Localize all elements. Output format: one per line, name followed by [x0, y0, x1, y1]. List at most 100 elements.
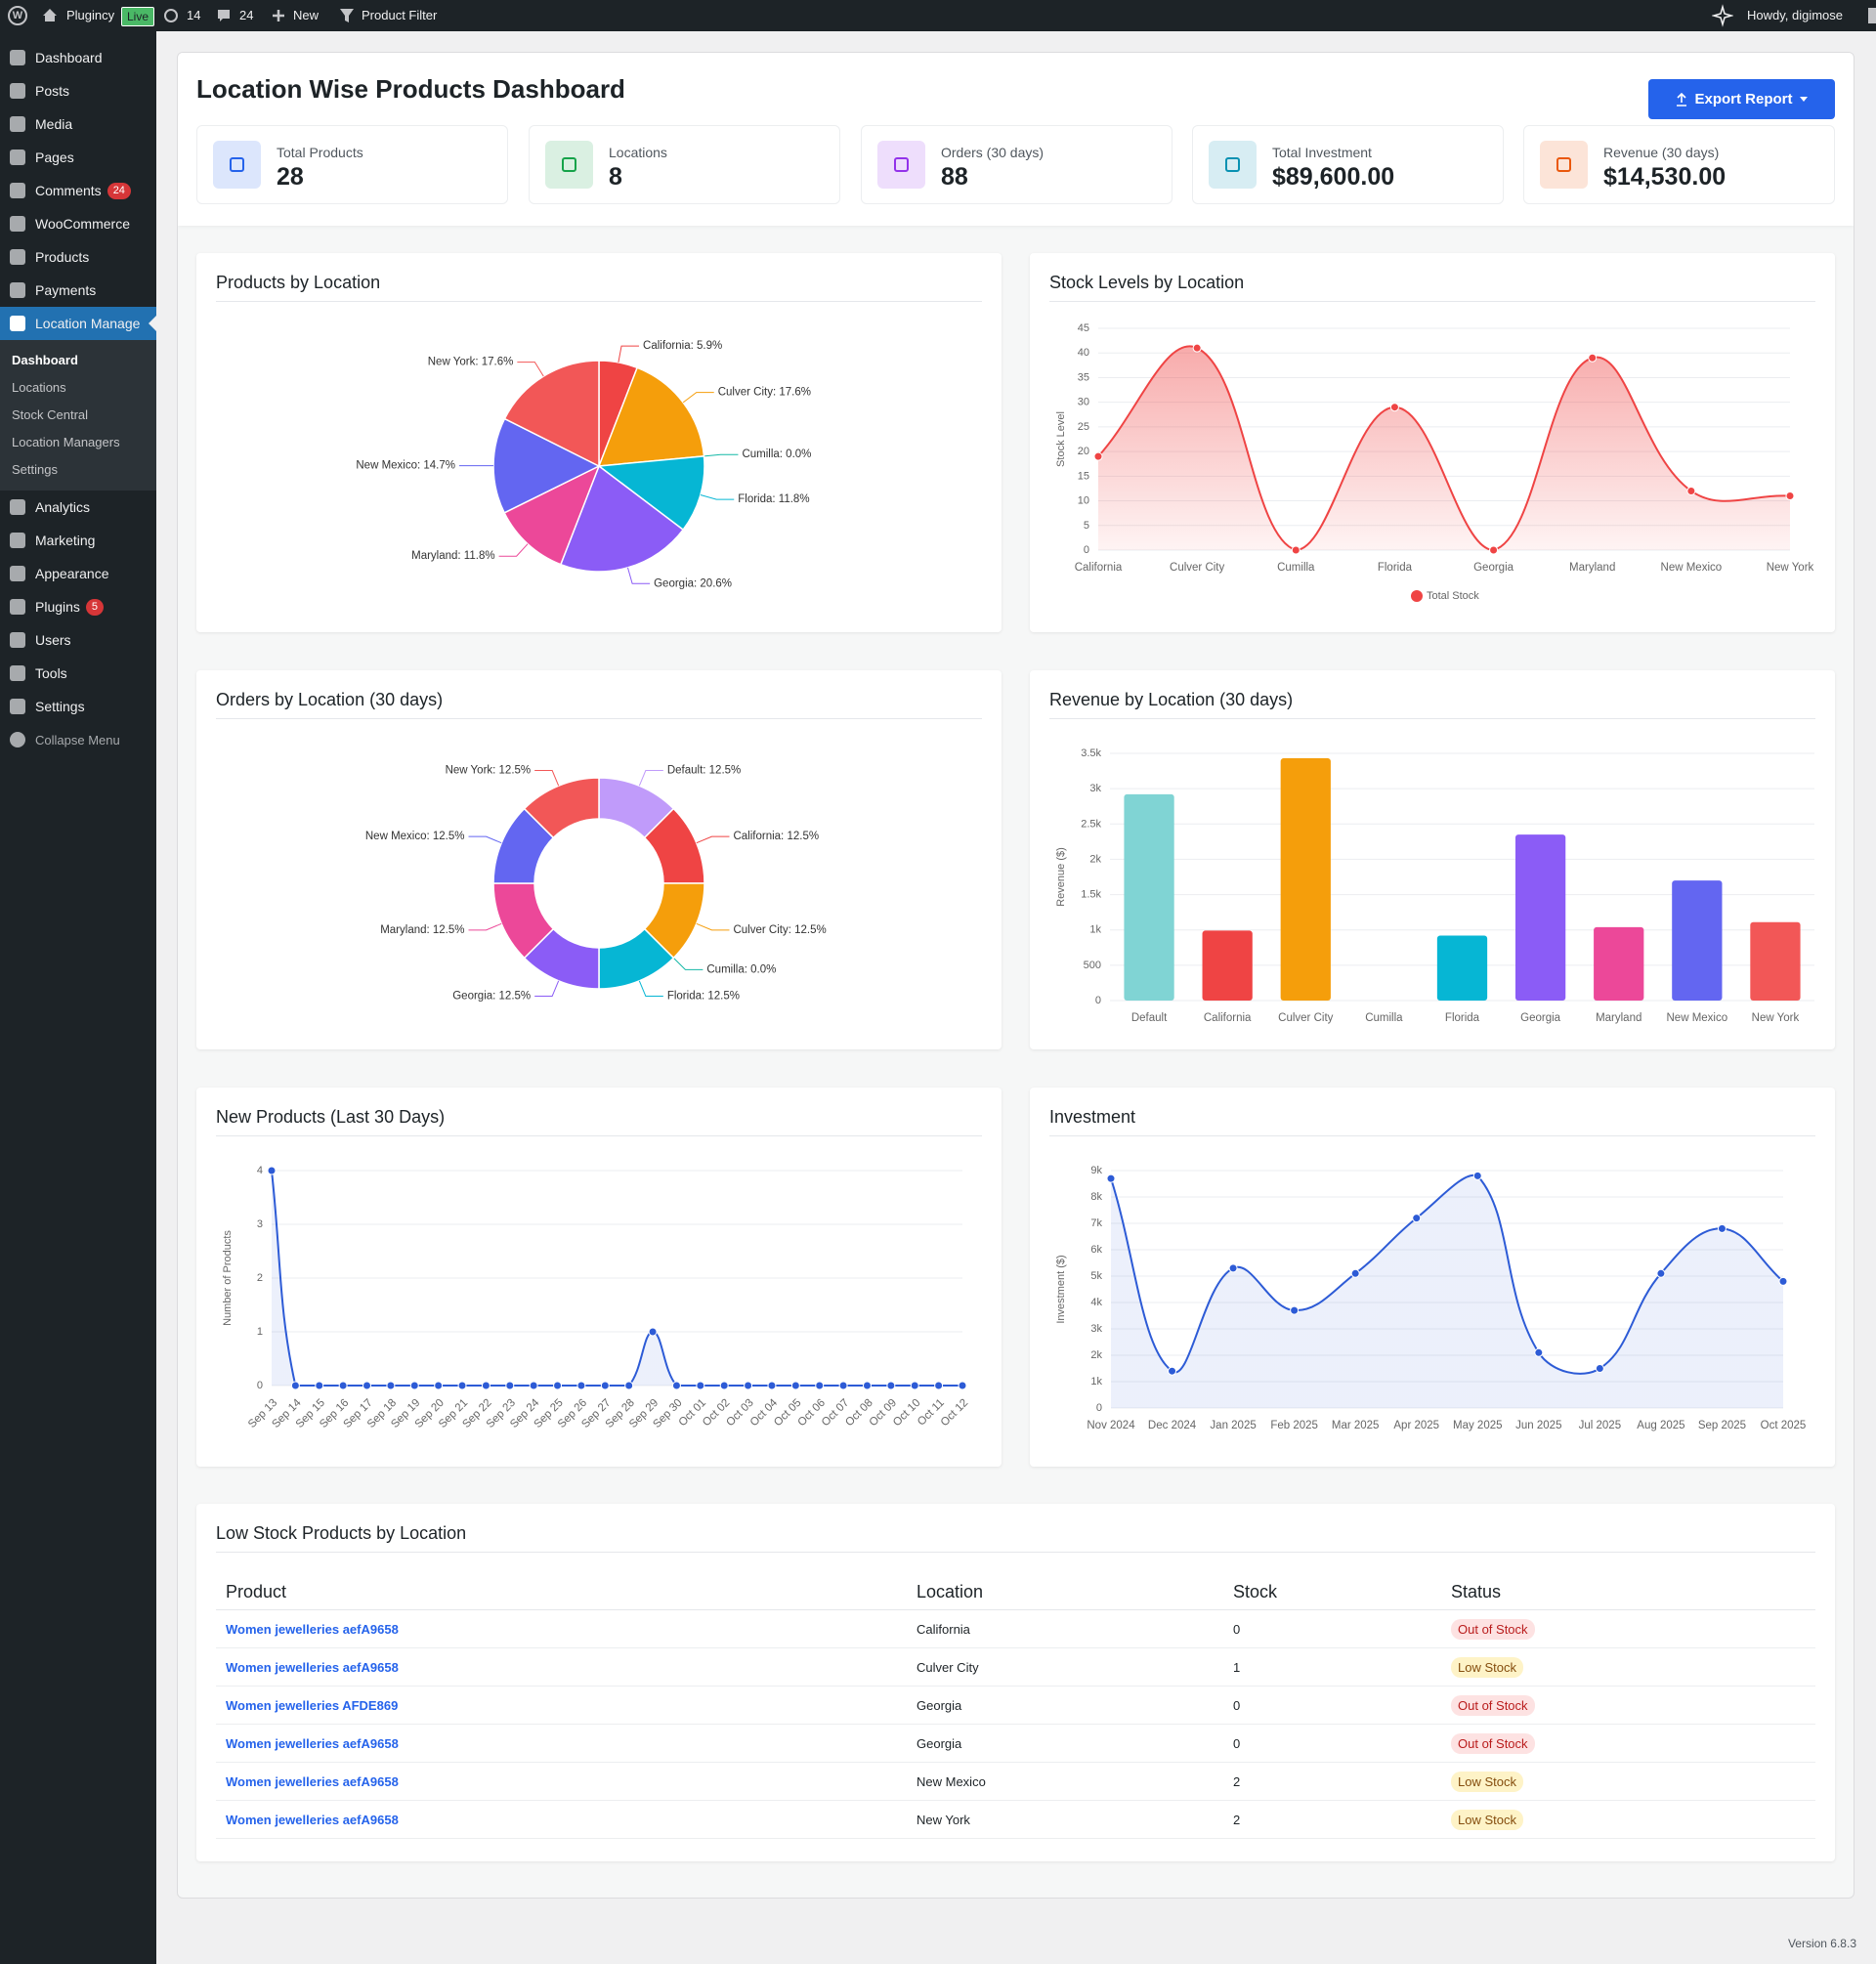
menu-item[interactable]: Location Manage [0, 307, 156, 340]
point [815, 1381, 825, 1390]
submenu-item[interactable]: Dashboard [12, 353, 78, 367]
slice-label: Cumilla: 0.0% [742, 448, 811, 460]
site-name[interactable]: Plugincy [66, 8, 115, 22]
chart-title: Revenue by Location (30 days) [1049, 690, 1294, 709]
menu-item[interactable]: Collapse Menu [0, 723, 156, 756]
column-header: Location [907, 1575, 1223, 1610]
menu-label: Payments [35, 282, 97, 298]
ai-icon[interactable] [1712, 0, 1733, 31]
point [886, 1381, 896, 1390]
comments-count[interactable]: 24 [239, 8, 254, 22]
x-tick-label: Oct 2025 [1761, 1420, 1807, 1431]
product-link[interactable]: Women jewelleries aefA9658 [226, 1773, 399, 1789]
menu-item[interactable]: Comments 24 [0, 174, 156, 207]
menu-item[interactable]: Users [0, 623, 156, 657]
table-body: Women jewelleries aefA9658 California 0 Out… [216, 1609, 1815, 1839]
menu-icon [10, 499, 25, 515]
point [1717, 1223, 1727, 1233]
table-row: Women jewelleries aefA9658 New York 2 Low S… [216, 1800, 1815, 1839]
greeting[interactable]: Howdy, digimose [1747, 8, 1844, 22]
menu-item[interactable]: Payments [0, 274, 156, 307]
home-icon [43, 9, 57, 21]
menu-item[interactable]: Products [0, 240, 156, 274]
menu-icon [10, 183, 25, 198]
x-tick-label: Georgia [1473, 562, 1514, 574]
y-tick-label: 1.5k [1081, 889, 1101, 901]
pie-slice [503, 360, 600, 468]
point [434, 1381, 444, 1390]
avatar [1868, 8, 1876, 23]
x-tick-label: New Mexico [1667, 1012, 1728, 1024]
stat-card: Revenue (30 days) $14,530.00 [1523, 125, 1835, 204]
table-cell: 0 [1223, 1686, 1441, 1725]
wp-logo[interactable]: W [6, 0, 29, 31]
menu-icon [10, 533, 25, 548]
table-cell: New York [907, 1800, 1223, 1839]
menu-item[interactable]: Marketing [0, 524, 156, 557]
x-tick-label: Oct 12 [939, 1397, 970, 1429]
table-cell: Women jewelleries aefA9658 [216, 1762, 907, 1801]
submenu-item[interactable]: Settings [12, 462, 58, 477]
point [1534, 1347, 1544, 1357]
point [838, 1381, 848, 1390]
menu-item[interactable]: Settings [0, 690, 156, 723]
product-link[interactable]: Women jewelleries aefA9658 [226, 1735, 399, 1751]
table-row: Women jewelleries aefA9658 Culver City 1 Lo… [216, 1647, 1815, 1686]
slice-label: California: 5.9% [643, 340, 722, 352]
leader-line [618, 345, 640, 363]
export-button[interactable]: Export Report [1648, 79, 1835, 119]
point [553, 1381, 563, 1390]
menu-icon [10, 599, 25, 615]
glyph [1225, 157, 1240, 172]
leader-line [626, 567, 651, 584]
new-link[interactable]: New [293, 8, 320, 22]
y-tick-label: 2.5k [1081, 818, 1101, 830]
menu-label: Pages [35, 149, 74, 165]
y-axis-label: Stock Level [1055, 411, 1067, 467]
x-tick-label: Cumilla [1365, 1012, 1403, 1024]
menu-item[interactable]: Posts [0, 74, 156, 107]
leader-line [468, 835, 502, 844]
slice-label: Culver City: 12.5% [733, 924, 826, 936]
menu-item[interactable]: Pages [0, 141, 156, 174]
status-badge: Out of Stock [1451, 1694, 1535, 1716]
menu-icon [10, 566, 25, 581]
glyph [562, 157, 576, 172]
glyph [1556, 157, 1571, 172]
chart-card: Investment 0 1k 2k 3k 4k 5k 6k 7k 8k 9k Investment … [1030, 1088, 1835, 1467]
divider [216, 1552, 1815, 1553]
submenu-item[interactable]: Locations [12, 380, 66, 395]
menu-item[interactable]: Media [0, 107, 156, 141]
y-tick-label: 35 [1078, 371, 1089, 383]
point [767, 1381, 777, 1390]
product-link[interactable]: Women jewelleries aefA9658 [226, 1812, 399, 1827]
table-cell: Low Stock [1441, 1647, 1815, 1686]
menu-label: Products [35, 249, 90, 265]
menu-icon [10, 216, 25, 232]
submenu-item[interactable]: Stock Central [12, 407, 89, 422]
product-link[interactable]: Women jewelleries aefA9658 [226, 1621, 399, 1637]
point [505, 1381, 515, 1390]
table-cell: 0 [1223, 1724, 1441, 1763]
product-link[interactable]: Women jewelleries AFDE869 [226, 1697, 399, 1713]
menu-item[interactable]: WooCommerce [0, 207, 156, 240]
menu-item[interactable]: Appearance [0, 557, 156, 590]
point [338, 1381, 348, 1390]
chart-title: Stock Levels by Location [1049, 273, 1245, 292]
leader-line [534, 770, 560, 787]
table-cell: Out of Stock [1441, 1686, 1815, 1725]
menu-item[interactable]: Dashboard [0, 41, 156, 74]
menu-item[interactable]: Tools [0, 657, 156, 690]
stat-card: Total Investment $89,600.00 [1192, 125, 1504, 204]
updates-count[interactable]: 14 [187, 8, 201, 22]
slice-label: Default: 12.5% [667, 765, 741, 777]
filter-link[interactable]: Product Filter [362, 8, 438, 22]
menu-item[interactable]: Plugins 5 [0, 590, 156, 623]
submenu-item[interactable]: Location Managers [12, 435, 120, 449]
menu-item[interactable]: Analytics [0, 491, 156, 524]
divider [1049, 1135, 1815, 1136]
product-link[interactable]: Women jewelleries aefA9658 [226, 1659, 399, 1675]
legend-label: Total Stock [1427, 590, 1479, 602]
